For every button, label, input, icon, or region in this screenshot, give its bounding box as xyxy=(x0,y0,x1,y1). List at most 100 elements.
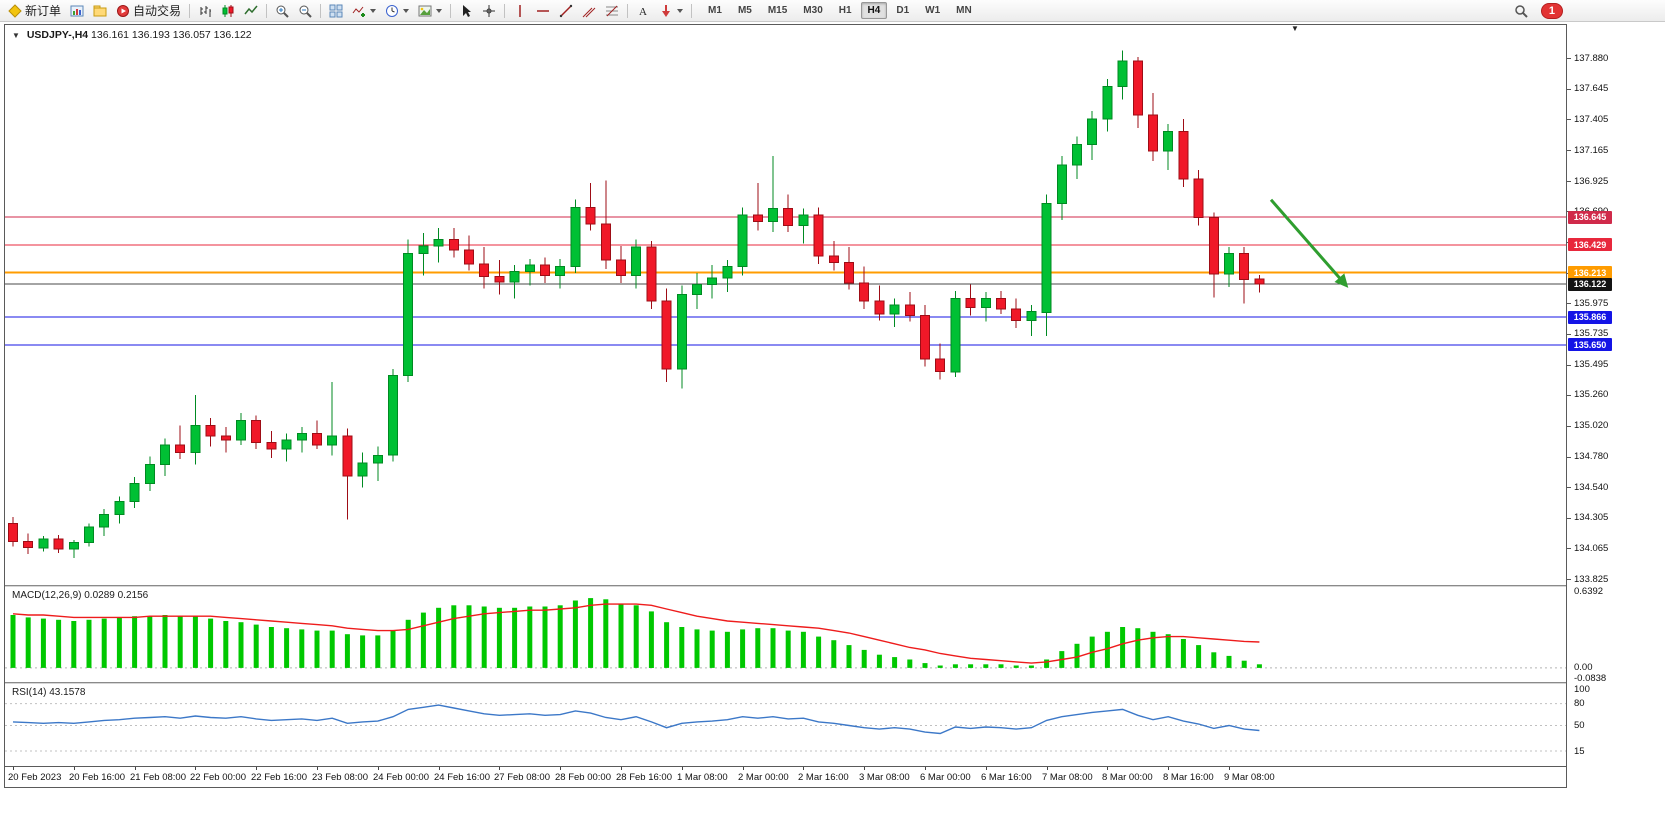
templates-button[interactable] xyxy=(414,1,446,20)
rsi-axis-label: 80 xyxy=(1574,698,1585,710)
candle xyxy=(540,257,550,284)
horizontal-line-button[interactable] xyxy=(532,1,554,20)
time-label: 8 Mar 16:00 xyxy=(1163,772,1214,783)
candle xyxy=(1026,305,1037,336)
candle xyxy=(296,427,307,453)
candle xyxy=(1041,194,1052,336)
trendline-icon xyxy=(559,4,573,17)
time-label: 22 Feb 00:00 xyxy=(190,772,246,783)
candle xyxy=(388,369,398,462)
candle xyxy=(509,265,520,299)
timeframe-w1-button[interactable]: W1 xyxy=(918,2,947,19)
rsi-line xyxy=(12,704,1260,735)
candle xyxy=(1072,136,1082,180)
timeframe-m30-button[interactable]: M30 xyxy=(796,2,829,19)
panel-separator[interactable] xyxy=(5,585,1566,587)
periods-button[interactable] xyxy=(381,1,413,20)
dropdown-caret-icon xyxy=(403,8,410,13)
indicators-button[interactable] xyxy=(348,1,380,20)
price-tick-label: 133.825 xyxy=(1574,573,1609,585)
time-label: 8 Mar 00:00 xyxy=(1102,772,1153,783)
timeframe-m5-button[interactable]: M5 xyxy=(731,2,759,19)
candle xyxy=(1224,247,1234,287)
one-click-trading-toggle[interactable]: ▼ xyxy=(12,31,20,40)
timeframe-d1-button[interactable]: D1 xyxy=(889,2,916,19)
candle xyxy=(859,266,870,309)
candle xyxy=(38,536,49,552)
chart-title: ▼ USDJPY-,H4 136.161 136.193 136.057 136… xyxy=(12,29,252,41)
macd-panel[interactable] xyxy=(5,587,1566,682)
price-badge-136.213: 136.213 xyxy=(1568,266,1612,279)
tile-windows-button[interactable] xyxy=(325,1,347,20)
candlestick-chart-button[interactable] xyxy=(217,1,239,20)
candle xyxy=(844,247,854,290)
macd-axis-label: -0.0838 xyxy=(1574,672,1607,684)
time-tick-mark xyxy=(135,767,136,770)
price-axis[interactable]: 137.880 137.645 137.405 137.165 136.925 136.6… xyxy=(1567,25,1664,787)
arrow-tools-button[interactable] xyxy=(655,1,687,20)
trendline-button[interactable] xyxy=(555,1,577,20)
candle xyxy=(84,523,94,547)
timeframe-h4-button[interactable]: H4 xyxy=(860,2,888,19)
toolbar-separator xyxy=(320,3,322,18)
time-axis[interactable]: 20 Feb 2023 20 Feb 16:00 21 Feb 08:00 22 Fe… xyxy=(5,766,1566,787)
panel-separator[interactable] xyxy=(5,682,1566,684)
text-label-button[interactable]: A xyxy=(632,1,654,20)
time-label: 28 Feb 00:00 xyxy=(555,772,611,783)
template-icon xyxy=(418,5,432,16)
timeframe-h1-button[interactable]: H1 xyxy=(832,2,859,19)
candle xyxy=(479,247,490,289)
candle xyxy=(205,418,216,447)
time-label: 21 Feb 08:00 xyxy=(130,772,186,783)
line-chart-button[interactable] xyxy=(240,1,262,20)
candle xyxy=(236,412,246,445)
price-tick-mark xyxy=(1567,89,1571,90)
candle xyxy=(1163,123,1174,171)
price-chart-panel[interactable] xyxy=(5,25,1566,585)
macd-values: 0.0289 0.2156 xyxy=(84,590,149,601)
time-tick-mark xyxy=(682,767,683,770)
candle xyxy=(889,298,900,327)
timeframe-m15-button[interactable]: M15 xyxy=(761,2,794,19)
candle xyxy=(99,509,110,537)
bar-chart-button[interactable] xyxy=(194,1,216,20)
tile-windows-icon xyxy=(329,4,343,17)
zoom-in-button[interactable] xyxy=(271,1,293,20)
price-tick-mark xyxy=(1567,426,1571,427)
vertical-line-button[interactable] xyxy=(509,1,531,20)
rsi-axis-label: 50 xyxy=(1574,720,1585,731)
candle xyxy=(160,438,170,476)
candle xyxy=(828,240,839,271)
zoom-out-button[interactable] xyxy=(294,1,316,20)
timeframe-m1-button[interactable]: M1 xyxy=(701,2,729,19)
crosshair-button[interactable] xyxy=(478,1,500,20)
search-button[interactable] xyxy=(1510,1,1532,20)
trend-arrow[interactable] xyxy=(1269,198,1345,283)
chart-window[interactable]: 20 Feb 2023 20 Feb 16:00 21 Feb 08:00 22 Fe… xyxy=(4,24,1567,788)
autotrading-icon xyxy=(117,4,130,17)
cursor-button[interactable] xyxy=(455,1,477,20)
rsi-panel[interactable] xyxy=(5,684,1566,766)
macd-signal-line xyxy=(12,603,1260,664)
timeframe-mn-button[interactable]: MN xyxy=(949,2,979,19)
channel-button[interactable] xyxy=(578,1,600,20)
candle xyxy=(676,285,687,389)
time-tick-mark xyxy=(621,767,622,770)
autotrading-button[interactable]: 自动交易 xyxy=(112,1,185,20)
candle xyxy=(281,433,292,462)
profiles-button[interactable] xyxy=(89,1,111,20)
price-tick-mark xyxy=(1567,303,1571,304)
time-tick-mark xyxy=(499,767,500,770)
fibonacci-button[interactable] xyxy=(601,1,623,20)
chart-shift-marker[interactable]: ▼ xyxy=(1291,24,1299,33)
time-label: 20 Feb 2023 xyxy=(8,772,62,783)
price-tick-label: 134.065 xyxy=(1574,542,1609,554)
candle xyxy=(1239,247,1250,304)
charts-button[interactable] xyxy=(66,1,88,20)
text-icon: A xyxy=(639,6,647,18)
notification-badge[interactable]: 1 xyxy=(1540,2,1563,19)
new-order-button[interactable]: 新订单 xyxy=(4,1,65,20)
candle xyxy=(768,156,778,232)
time-label: 22 Feb 16:00 xyxy=(251,772,307,783)
candle xyxy=(950,290,961,377)
